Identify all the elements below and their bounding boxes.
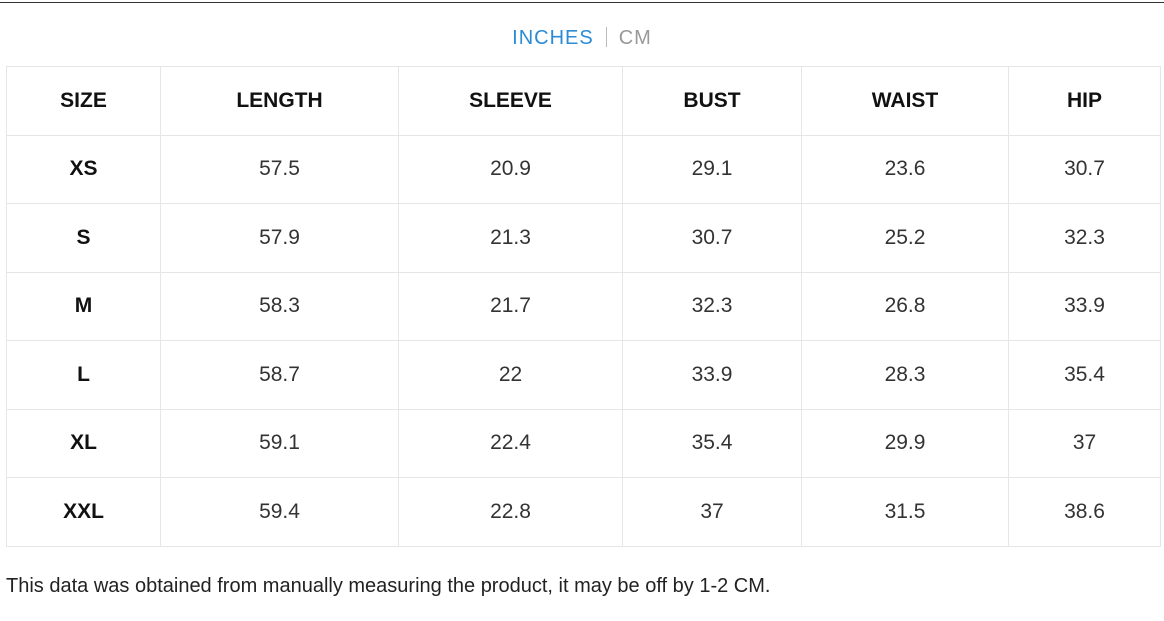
top-border — [0, 2, 1164, 3]
measure-cell: 35.4 — [1008, 340, 1161, 410]
measure-cell: 22.8 — [398, 477, 623, 547]
measure-cell: 33.9 — [1008, 271, 1161, 341]
measure-cell: 23.6 — [801, 134, 1009, 204]
table-body: XS 57.5 20.9 29.1 23.6 30.7 S 57.9 21.3 30.7 25.2 3… — [6, 134, 1161, 547]
table-row: XXL 59.4 22.8 37 31.5 38.6 — [6, 477, 1161, 547]
column-header: LENGTH — [160, 66, 399, 136]
measure-cell: 25.2 — [801, 203, 1009, 273]
size-cell: M — [6, 271, 161, 341]
measure-cell: 57.5 — [160, 134, 399, 204]
measure-cell: 20.9 — [398, 134, 623, 204]
column-header: SIZE — [6, 66, 161, 136]
measure-cell: 32.3 — [622, 271, 802, 341]
unit-option[interactable]: INCHES — [512, 27, 594, 49]
column-header: SLEEVE — [398, 66, 623, 136]
unit-toggle: INCHES CM — [0, 27, 1164, 50]
separator — [605, 27, 607, 47]
measure-cell: 29.1 — [622, 134, 802, 204]
measure-cell: 29.9 — [801, 408, 1009, 478]
column-header: BUST — [622, 66, 802, 136]
size-cell: L — [6, 340, 161, 410]
size-cell: XXL — [6, 477, 161, 547]
measure-cell: 21.7 — [398, 271, 623, 341]
measure-cell: 37 — [622, 477, 802, 547]
table-row: M 58.3 21.7 32.3 26.8 33.9 — [6, 271, 1161, 341]
measure-cell: 58.7 — [160, 340, 399, 410]
unit-option[interactable]: CM — [618, 27, 652, 49]
measure-cell: 59.4 — [160, 477, 399, 547]
measure-cell: 21.3 — [398, 203, 623, 273]
measure-cell: 32.3 — [1008, 203, 1161, 273]
footnote: This data was obtained from manually mea… — [6, 575, 771, 597]
measure-cell: 31.5 — [801, 477, 1009, 547]
measure-cell: 30.7 — [1008, 134, 1161, 204]
measure-cell: 33.9 — [622, 340, 802, 410]
measure-cell: 22.4 — [398, 408, 623, 478]
measure-cell: 37 — [1008, 408, 1161, 478]
table-row: S 57.9 21.3 30.7 25.2 32.3 — [6, 203, 1161, 273]
measure-cell: 30.7 — [622, 203, 802, 273]
header-row: SIZE LENGTH SLEEVE BUST WAIST HIP — [6, 66, 1161, 136]
measure-cell: 28.3 — [801, 340, 1009, 410]
measure-cell: 57.9 — [160, 203, 399, 273]
measure-cell: 59.1 — [160, 408, 399, 478]
table-row: L 58.7 22 33.9 28.3 35.4 — [6, 340, 1161, 410]
measure-cell: 58.3 — [160, 271, 399, 341]
size-table: SIZE LENGTH SLEEVE BUST WAIST HIP XS 57.5 20.9 2… — [6, 66, 1161, 547]
column-header: WAIST — [801, 66, 1009, 136]
measure-cell: 22 — [398, 340, 623, 410]
size-cell: XS — [6, 134, 161, 204]
size-cell: S — [6, 203, 161, 273]
table-row: XL 59.1 22.4 35.4 29.9 37 — [6, 408, 1161, 478]
measure-cell: 26.8 — [801, 271, 1009, 341]
size-cell: XL — [6, 408, 161, 478]
table-row: XS 57.5 20.9 29.1 23.6 30.7 — [6, 134, 1161, 204]
measure-cell: 35.4 — [622, 408, 802, 478]
measure-cell: 38.6 — [1008, 477, 1161, 547]
column-header: HIP — [1008, 66, 1161, 136]
